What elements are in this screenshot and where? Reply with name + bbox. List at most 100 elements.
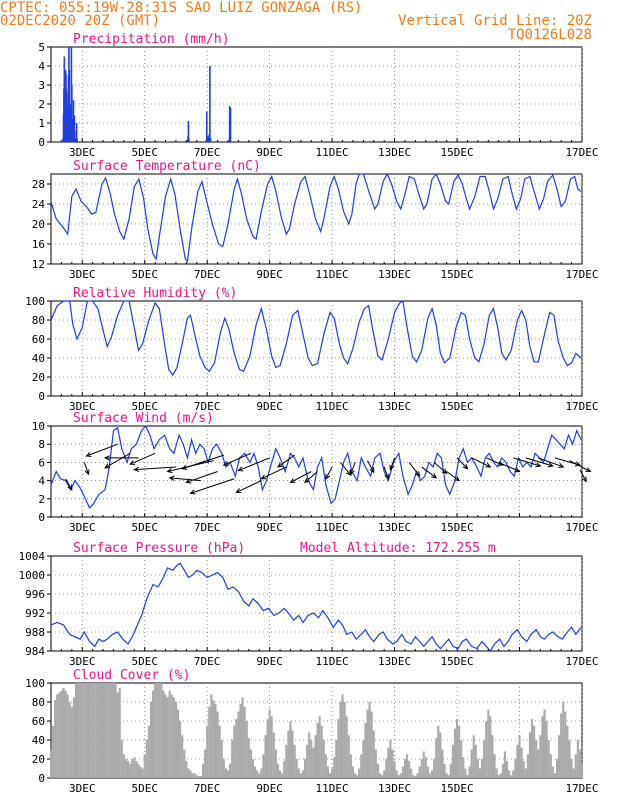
wind-arrow	[498, 461, 520, 472]
cloud-bar	[91, 683, 94, 778]
cloud-bar	[120, 740, 123, 778]
cloud-bar	[495, 768, 498, 778]
series-line-1	[50, 172, 582, 263]
cloud-bar	[562, 702, 565, 778]
cloud-bar	[231, 740, 234, 778]
cloud-bar	[431, 770, 434, 778]
cloud-bar	[389, 740, 392, 778]
cloud-bar	[212, 700, 215, 778]
panel-frame-4	[50, 555, 583, 652]
cloud-bar	[308, 732, 311, 778]
precip-bar	[209, 138, 212, 142]
cloud-bar	[81, 683, 84, 778]
cloud-bar	[460, 740, 463, 778]
y-tick-label: 6	[38, 456, 45, 469]
precip-bar	[71, 85, 73, 142]
wind-arrow-head	[384, 473, 390, 480]
y-tick-label: 1000	[19, 569, 46, 582]
cloud-bar	[229, 763, 232, 778]
wind-arrow-head	[558, 463, 565, 468]
cloud-bar	[95, 683, 98, 778]
cloud-bar	[74, 683, 78, 778]
cloud-bar	[426, 766, 429, 778]
x-tick-label: 7DEC	[194, 268, 221, 281]
wind-arrow	[186, 471, 218, 483]
wind-arrow-head	[514, 467, 521, 473]
wind-arrow	[182, 454, 224, 470]
panel-title-0: Precipitation (mm/h)	[73, 32, 230, 47]
wind-arrow-head	[168, 475, 175, 481]
cloud-bar	[299, 773, 302, 778]
cloud-bar	[260, 768, 263, 778]
cloud-bar	[251, 759, 255, 778]
cloud-bar	[272, 732, 275, 778]
cloud-bar	[376, 763, 379, 778]
x-tick-label: 9DEC	[256, 268, 283, 281]
wind-arrow	[134, 466, 176, 471]
cloud-bar	[172, 697, 175, 778]
cloud-bar	[147, 725, 150, 778]
cloud-bar	[416, 773, 419, 778]
wind-arrow	[579, 469, 587, 482]
x-tick-label: 15DEC	[440, 655, 473, 668]
cloud-bar	[218, 725, 221, 778]
cloud-bar	[474, 744, 477, 778]
cloud-bar	[447, 775, 450, 778]
cloud-bar	[279, 770, 282, 778]
wind-arrow	[446, 471, 460, 482]
y-tick-label: 992	[25, 607, 45, 620]
cloud-bar	[220, 740, 223, 778]
cloud-bar	[262, 754, 265, 778]
cloud-bar	[558, 735, 561, 778]
cloud-bar	[347, 735, 350, 778]
x-tick-label: 7DEC	[194, 782, 221, 795]
wind-arrow	[433, 462, 447, 474]
cloud-bar	[52, 725, 55, 778]
wind-arrow	[513, 457, 541, 467]
cloud-bar	[216, 711, 219, 778]
cloud-bar	[233, 725, 236, 778]
cloud-bar	[530, 719, 534, 778]
cloud-bar	[528, 732, 531, 778]
cloud-bar	[401, 766, 404, 778]
cloud-bar	[351, 766, 354, 778]
wind-arrow-head	[289, 478, 296, 483]
cloud-bar	[166, 697, 169, 778]
cloud-bar	[235, 719, 238, 778]
wind-arrow	[350, 462, 356, 475]
cloud-bar	[378, 773, 382, 778]
cloud-bar	[539, 735, 542, 778]
cloud-bar	[545, 721, 548, 778]
cloud-bar	[406, 754, 409, 778]
cloud-bar	[208, 706, 211, 778]
y-tick-label: 0	[38, 136, 45, 149]
panel-frame-1	[50, 173, 583, 265]
wind-arrow	[569, 460, 591, 472]
precip-bar	[188, 138, 190, 142]
wind-arrow-head	[462, 463, 469, 470]
y-tick-label: 28	[32, 178, 45, 191]
cloud-bar	[453, 728, 457, 778]
cloud-bar	[303, 759, 307, 778]
wind-arrow	[238, 457, 270, 472]
wind-arrow	[421, 466, 437, 479]
wind-arrow	[538, 457, 564, 468]
cloud-bar	[470, 749, 473, 778]
cloud-bar	[499, 773, 502, 778]
wind-arrow-head	[104, 463, 111, 469]
x-tick-label: 3DEC	[69, 146, 96, 159]
x-tick-label: 5DEC	[131, 782, 158, 795]
cloud-bar	[239, 703, 242, 778]
cloud-bar	[241, 697, 244, 778]
cloud-bar	[564, 711, 567, 778]
cloud-bar	[106, 683, 109, 778]
cloud-bar	[535, 740, 538, 778]
cloud-bar	[247, 738, 250, 778]
x-tick-label: 9DEC	[256, 655, 283, 668]
header-grid-note: Vertical Grid Line: 20Z	[398, 13, 592, 29]
cloud-bar	[112, 683, 115, 778]
x-tick-label: 9DEC	[256, 146, 283, 159]
y-tick-label: 24	[32, 198, 46, 211]
x-tick-label: 15DEC	[440, 521, 473, 534]
